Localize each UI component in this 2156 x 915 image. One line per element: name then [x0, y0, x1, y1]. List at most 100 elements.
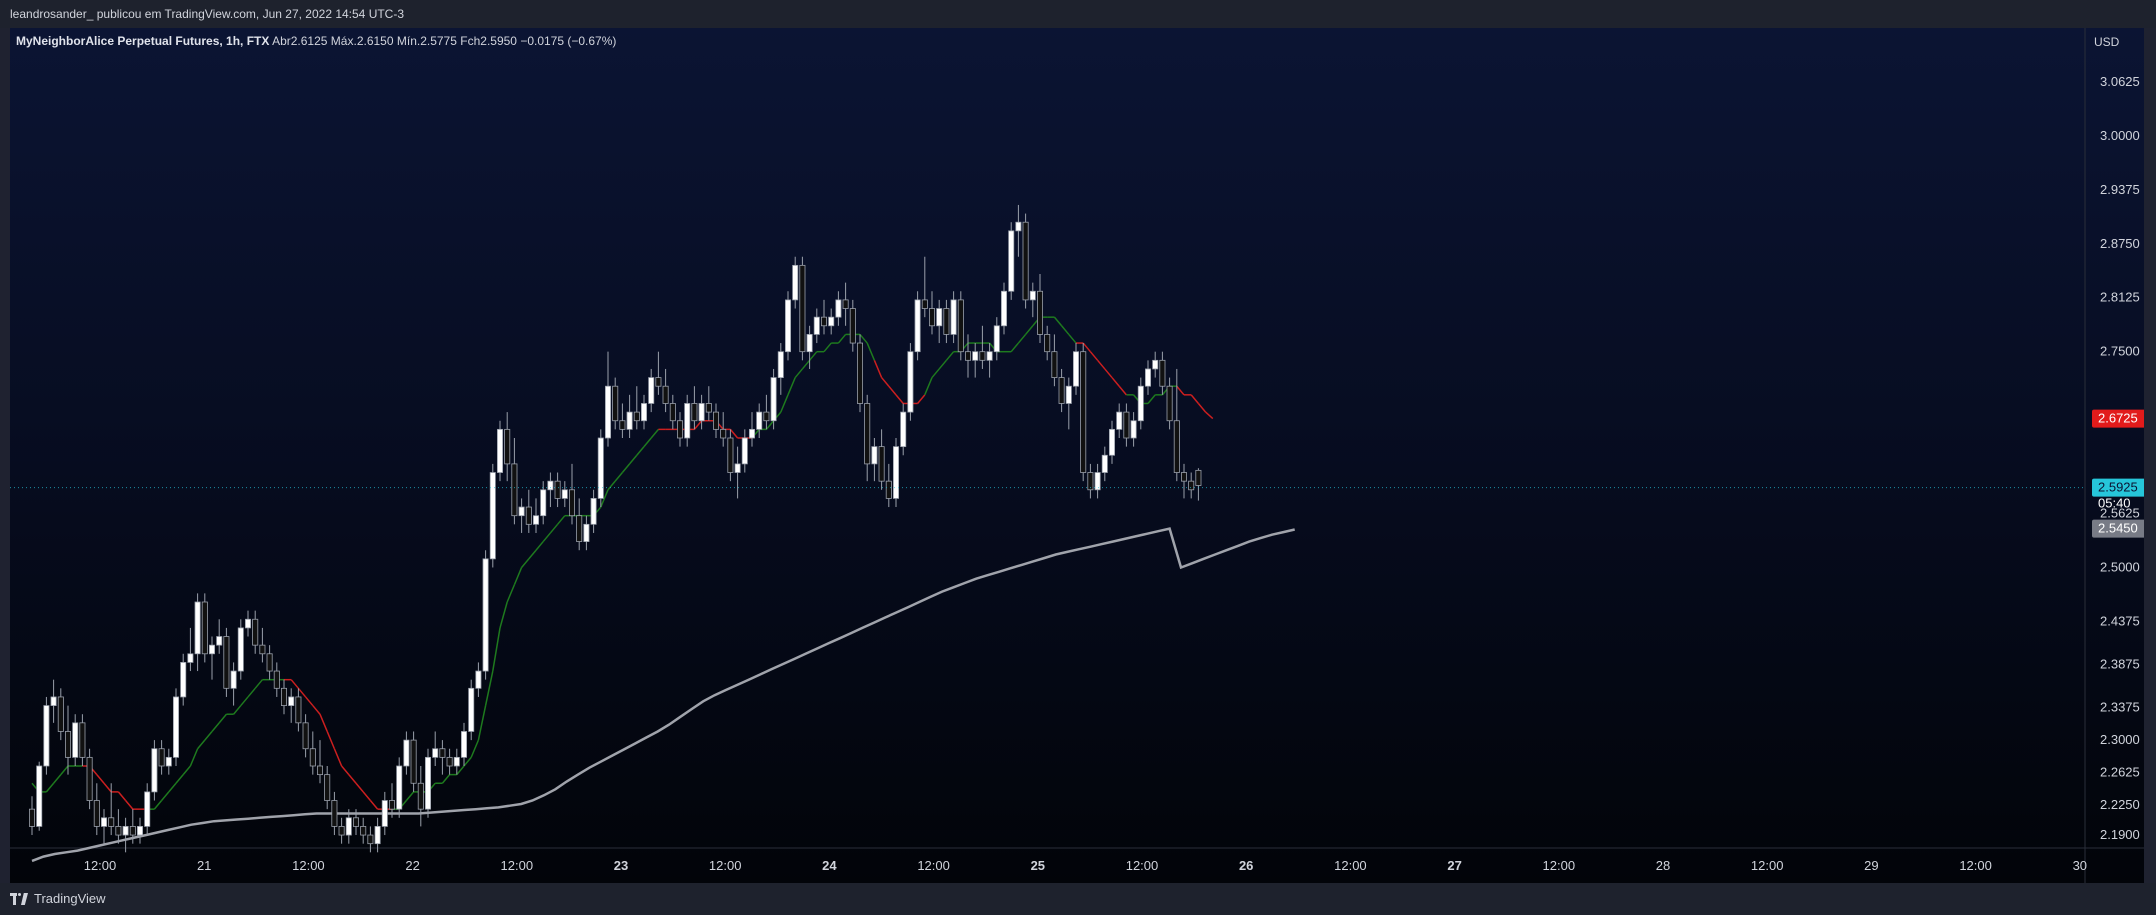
ema-fast-segment	[341, 765, 350, 776]
chart-area[interactable]: 3.0625 3.0000 2.9375 2.8750 2.8125 2.7500 2.56…	[10, 28, 2144, 883]
candle-body	[237, 627, 244, 672]
candle-body	[1065, 385, 1072, 404]
y-tick-label: 2.5625	[2100, 506, 2140, 521]
candle-body	[496, 428, 503, 473]
candle-body	[252, 618, 259, 646]
candle-body	[972, 351, 979, 361]
candle-body	[943, 308, 950, 335]
candle-body	[1130, 420, 1137, 439]
candle-body	[705, 403, 712, 413]
ema-fast-segment	[240, 696, 249, 707]
footer-bar: TradingView	[0, 883, 2156, 915]
candle-body	[540, 489, 547, 517]
candle-body	[511, 463, 518, 517]
candle-body	[655, 377, 662, 387]
candle-body	[410, 739, 417, 784]
ema-fast-segment	[1025, 325, 1034, 335]
candle-body	[57, 696, 64, 732]
ema-fast-segment	[290, 679, 299, 689]
ema-fast-segment	[247, 687, 256, 698]
ema-fast-segment	[197, 739, 206, 750]
ema-fast-segment	[1082, 342, 1091, 353]
ema-fast-segment	[484, 670, 494, 706]
ema-fast-segment	[96, 774, 105, 784]
x-tick-label: 12:00	[1959, 858, 1992, 873]
candle-body	[331, 800, 338, 827]
ema-fast-segment	[506, 584, 516, 603]
ema-fast-segment	[60, 765, 69, 776]
candle-body	[871, 446, 878, 465]
ema-fast-segment	[470, 739, 480, 758]
candle-body	[813, 316, 820, 335]
y-tick-label: 2.8750	[2100, 236, 2140, 251]
tradingview-logo[interactable]: TradingView	[10, 883, 106, 915]
ema-slow-badge: 2.5450	[2098, 521, 2138, 536]
candle-body	[900, 411, 907, 448]
ema-fast-segment	[535, 541, 544, 551]
x-tick-label: 12:00	[1543, 858, 1576, 873]
candle-body	[180, 662, 187, 698]
candle-body	[216, 636, 223, 646]
candle-body	[648, 377, 655, 404]
candle-body	[172, 696, 179, 758]
candle-body	[208, 644, 215, 655]
ema-fast-segment	[297, 687, 307, 698]
candle-body	[569, 489, 576, 517]
x-tick-label: 21	[197, 858, 211, 873]
candle-body	[367, 834, 374, 845]
ema-fast-segment	[636, 446, 645, 456]
x-tick-label: 12:00	[84, 858, 117, 873]
ema-fast-segment	[881, 377, 890, 387]
candle-body	[158, 748, 165, 767]
x-tick-label: 24	[822, 858, 837, 873]
y-tick-label: 2.7500	[2100, 344, 2140, 359]
ema-fast-segment	[859, 333, 868, 344]
candle-body	[201, 601, 208, 655]
candle-body	[914, 299, 921, 353]
candle-body	[979, 351, 986, 361]
ema-slow-line	[31, 527, 1295, 863]
candle-body	[403, 739, 410, 767]
ema-fast-segment	[801, 359, 811, 370]
price-chart[interactable]: 3.0625 3.0000 2.9375 2.8750 2.8125 2.7500 2.56…	[10, 28, 2144, 883]
ema-fast-segment	[161, 791, 170, 802]
candle-body	[1166, 385, 1173, 422]
ema-fast-segment	[254, 679, 263, 689]
candle-body	[1037, 290, 1044, 335]
current-price-badge-bg	[2092, 478, 2144, 497]
candle-body	[288, 696, 295, 706]
candle-body	[777, 351, 784, 378]
candle-body	[770, 377, 777, 422]
candle-body	[1058, 377, 1065, 404]
x-tick-label: 27	[1447, 858, 1461, 873]
x-tick-label: 22	[405, 858, 419, 873]
candle-body	[101, 817, 108, 827]
ema-fast-segment	[765, 420, 775, 430]
ema-fast-segment	[542, 532, 551, 543]
x-tick-label: 12:00	[292, 858, 325, 873]
ema-fast-segment	[513, 567, 523, 586]
candle-body	[713, 411, 720, 430]
candle-body	[950, 299, 957, 335]
ema-fast-segment	[794, 368, 803, 379]
candle-body	[576, 515, 583, 542]
countdown-label: 05:40	[2098, 495, 2131, 510]
candle-body	[605, 385, 612, 439]
candle-body	[460, 731, 467, 758]
ema-fast-segment	[521, 558, 530, 568]
candle-body	[396, 765, 403, 810]
y-tick-label: 2.1900	[2100, 827, 2140, 842]
candle-body	[259, 644, 266, 655]
tradingview-logo-icon	[10, 893, 28, 905]
ema-fast-segment	[1118, 385, 1127, 396]
candle-body	[669, 403, 676, 422]
candle-body	[122, 826, 129, 836]
candle-body	[936, 308, 943, 327]
candle-body	[835, 299, 842, 318]
ema-fast-segment	[729, 428, 739, 439]
ema-fast-segment	[787, 377, 796, 396]
ema-fast-segment	[924, 377, 933, 396]
ema-fast-segment	[456, 765, 465, 776]
candle-body	[734, 463, 741, 473]
candle-body	[309, 748, 316, 767]
